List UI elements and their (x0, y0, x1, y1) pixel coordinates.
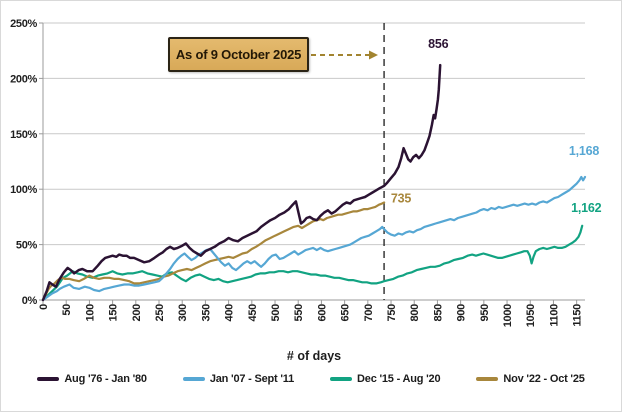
annotation-box: As of 9 October 2025 (168, 37, 309, 72)
x-tick-label: 550 (293, 304, 305, 322)
series-end-label: 735 (391, 191, 412, 205)
x-tick-label: 100 (84, 304, 96, 322)
x-tick-label: 700 (363, 304, 375, 322)
legend-label: Nov '22 - Oct '25 (503, 373, 585, 385)
y-tick-label: 50% (16, 240, 38, 252)
legend-item: Jan '07 - Sept '11 (182, 373, 295, 385)
x-tick-label: 900 (456, 304, 468, 322)
x-axis-title: # of days (287, 349, 341, 363)
series-line (41, 201, 386, 302)
x-tick-label: 1150 (572, 304, 584, 327)
y-tick-label: 250% (10, 18, 37, 30)
series-line (41, 175, 587, 302)
x-tick-label: 650 (340, 304, 352, 322)
legend-item: Dec '15 - Aug '20 (330, 373, 441, 385)
x-tick-label: 950 (479, 304, 491, 322)
legend-swatch (37, 377, 60, 381)
annotation-arrowhead (369, 50, 378, 60)
x-tick-label: 0 (38, 304, 50, 310)
x-tick-label: 1100 (548, 304, 560, 327)
x-tick-label: 400 (224, 304, 236, 322)
legend-swatch (182, 377, 205, 381)
legend-label: Jan '07 - Sept '11 (209, 373, 295, 385)
y-tick-label: 0% (22, 295, 38, 307)
series-end-label: 1,168 (569, 144, 600, 158)
y-tick-label: 150% (10, 129, 37, 141)
series-end-label: 856 (428, 37, 449, 51)
y-tick-label: 100% (10, 184, 37, 196)
series-line (41, 63, 442, 302)
x-tick-label: 750 (386, 304, 398, 322)
x-tick-label: 600 (316, 304, 328, 322)
x-tick-label: 800 (409, 304, 421, 322)
legend-item: Aug '76 - Jan '80 (37, 373, 147, 385)
legend-item: Nov '22 - Oct '25 (476, 373, 585, 385)
x-tick-label: 850 (432, 304, 444, 322)
legend-swatch (476, 377, 499, 381)
x-tick-label: 500 (270, 304, 282, 322)
x-tick-label: 150 (108, 304, 120, 322)
series-end-label: 1,162 (571, 201, 602, 215)
legend-label: Aug '76 - Jan '80 (64, 373, 147, 385)
x-tick-label: 350 (200, 304, 212, 322)
legend: Aug '76 - Jan '80 Jan '07 - Sept '11 Dec '… (1, 373, 621, 385)
x-tick-label: 450 (247, 304, 259, 322)
x-tick-label: 250 (154, 304, 166, 322)
legend-swatch (330, 377, 353, 381)
x-tick-label: 200 (131, 304, 143, 322)
x-tick-label: 300 (177, 304, 189, 322)
legend-label: Dec '15 - Aug '20 (357, 373, 441, 385)
x-tick-label: 50 (61, 304, 73, 316)
annotation-label: As of 9 October 2025 (175, 47, 302, 62)
x-tick-label: 1050 (525, 304, 537, 327)
series-line (41, 224, 584, 302)
x-tick-label: 1000 (502, 304, 514, 327)
y-tick-label: 200% (10, 73, 37, 85)
